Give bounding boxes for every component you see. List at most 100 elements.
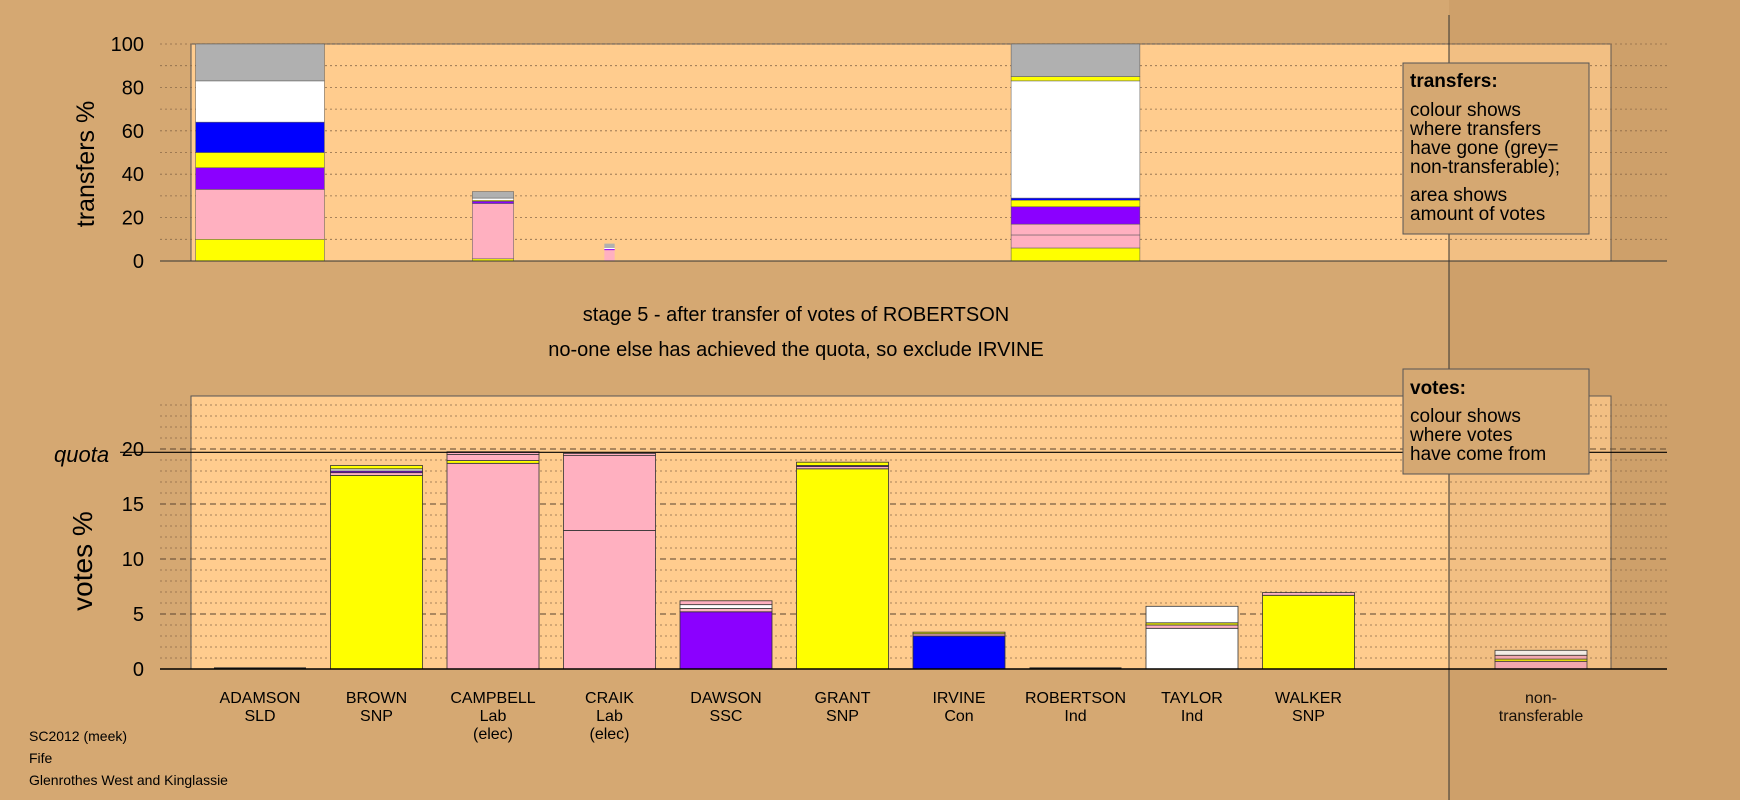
vote-segment (330, 474, 423, 670)
y-tick-label: 60 (122, 121, 144, 143)
vote-segment (1145, 627, 1239, 670)
candidate-label: ROBERTSON (1025, 690, 1126, 707)
y-tick-label: 0 (133, 659, 144, 681)
candidate-label: DAWSON (690, 690, 761, 707)
footer-ward: Glenrothes West and Kinglassie (29, 772, 228, 788)
vote-segment (679, 600, 773, 606)
vote-segment (330, 465, 423, 470)
candidate-label: Lab (480, 708, 507, 725)
transfer-segment (1010, 76, 1141, 82)
candidate-label: WALKER (1275, 690, 1342, 707)
vote-segment (679, 608, 773, 613)
transfers-legend-line: non-transferable); (1410, 157, 1560, 178)
transfers-legend-box (1402, 62, 1590, 235)
vote-segment (563, 530, 656, 670)
votes-plot-area (190, 395, 1612, 670)
y-tick-label: 20 (122, 439, 144, 461)
vote-segment (1145, 624, 1239, 629)
candidate-label: SLD (244, 708, 275, 725)
votes-legend-box (1402, 368, 1590, 475)
votes-legend-line: where votes (1409, 425, 1512, 446)
transfer-segment (604, 249, 615, 251)
transfer-segment (1010, 247, 1141, 262)
transfer-segment (1010, 234, 1141, 249)
transfer-segment (472, 191, 514, 199)
transfer-segment (472, 203, 514, 260)
transfer-segment (195, 189, 325, 240)
candidate-label: Con (944, 708, 973, 725)
transfer-segment (1010, 80, 1141, 199)
candidate-label: BROWN (346, 690, 407, 707)
votes-bars (214, 451, 1588, 670)
votes-legend-line: colour shows (1410, 406, 1521, 427)
transfer-segment (604, 247, 615, 250)
vote-segment (446, 454, 540, 461)
candidate-label: (elec) (589, 726, 629, 743)
votes-legend-title: votes: (1410, 378, 1466, 399)
transfer-segment (1010, 43, 1141, 77)
votes-legend-line: have come from (1410, 444, 1546, 465)
candidate-label: SNP (1292, 708, 1325, 725)
transfer-segment (472, 197, 514, 201)
y-tick-label: 80 (122, 77, 144, 99)
quota-label: quota (54, 442, 109, 467)
candidate-label: ADAMSON (220, 690, 301, 707)
transfers-legend-line: area shows (1410, 185, 1507, 206)
candidate-label: SNP (826, 708, 859, 725)
transfer-segment (604, 243, 615, 248)
votes-legend: votes: colour shows where votes have com… (1402, 368, 1590, 475)
vote-segment (563, 455, 656, 531)
nontransferable-label: non- (1525, 690, 1557, 707)
candidate-label: Ind (1181, 708, 1203, 725)
stage-caption: stage 5 - after transfer of votes of ROB… (583, 304, 1009, 326)
transfer-segment (1010, 199, 1141, 208)
y-tick-label: 0 (133, 251, 144, 273)
vote-segment (446, 462, 540, 670)
vote-segment (912, 631, 1006, 635)
y-tick-label: 100 (111, 34, 144, 56)
transfers-y-axis-label: transfers % (72, 101, 100, 227)
candidate-label: IRVINE (932, 690, 985, 707)
transfers-legend-title: transfers: (1410, 71, 1498, 92)
vote-segment (796, 468, 889, 670)
transfers-legend-line: where transfers (1409, 119, 1541, 140)
transfers-legend: transfers: colour shows where transfers … (1402, 62, 1590, 235)
transfers-legend-line: have gone (grey= (1410, 138, 1558, 159)
vote-segment (679, 604, 773, 609)
candidate-label: SNP (360, 708, 393, 725)
y-tick-label: 40 (122, 164, 144, 186)
candidate-label: Ind (1064, 708, 1086, 725)
transfer-segment (1010, 223, 1141, 236)
transfer-segment (1010, 197, 1141, 201)
candidate-label: (elec) (473, 726, 513, 743)
votes-y-axis-label: votes % (67, 511, 98, 611)
transfer-segment (604, 250, 615, 261)
candidate-label: TAYLOR (1161, 690, 1223, 707)
vote-segment (1494, 649, 1588, 656)
transfer-segment (195, 152, 325, 168)
transfers-legend-line: amount of votes (1410, 204, 1545, 225)
nontransferable-label: transferable (1499, 708, 1584, 725)
transfer-segment (195, 80, 325, 123)
transfer-segment (195, 121, 325, 153)
vote-segment (1145, 605, 1239, 624)
y-tick-label: 15 (122, 494, 144, 516)
candidate-label: CRAIK (585, 690, 634, 707)
y-tick-label: 10 (122, 549, 144, 571)
footer-method: SC2012 (meek) (29, 728, 127, 744)
votes-y-ticks: 0 5 10 15 20 (122, 439, 144, 681)
candidate-label: CAMPBELL (450, 690, 535, 707)
y-tick-label: 5 (133, 604, 144, 626)
transfer-segment (195, 239, 325, 262)
vote-segment (796, 461, 889, 466)
transfer-segment (472, 201, 514, 204)
candidate-labels: ADAMSONSLDBROWNSNPCAMPBELLLab(elec)CRAIK… (220, 690, 1584, 743)
transfer-segment (195, 43, 325, 82)
candidate-label: GRANT (815, 690, 871, 707)
transfers-bars (195, 43, 1141, 262)
candidate-label: Lab (596, 708, 623, 725)
vote-segment (1262, 592, 1355, 596)
footer-council: Fife (29, 750, 53, 766)
vote-segment (330, 472, 423, 476)
